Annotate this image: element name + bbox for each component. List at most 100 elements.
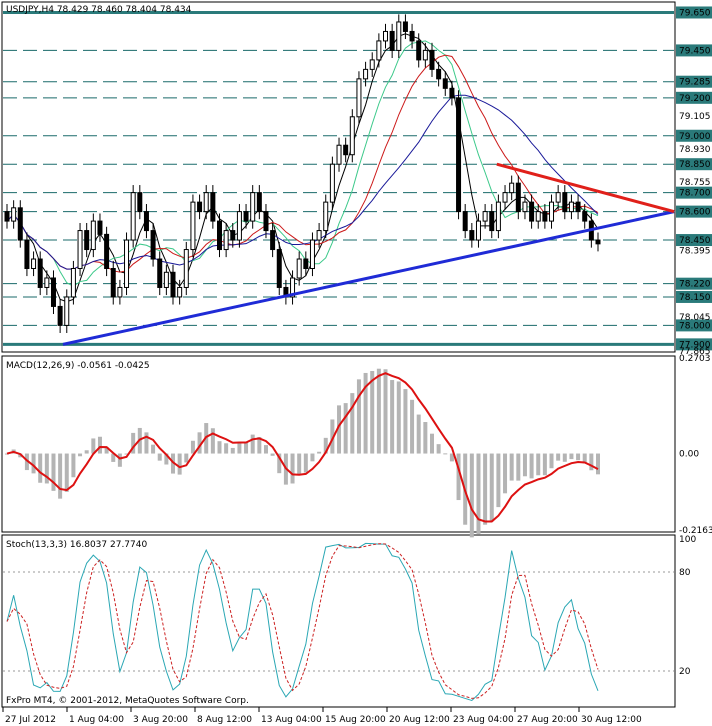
macd-histogram-bar	[164, 453, 169, 465]
price-tick-label: 78.600	[679, 208, 711, 218]
macd-histogram-bar	[376, 368, 381, 454]
candle-body	[363, 68, 369, 80]
candle-body	[416, 40, 422, 61]
macd-histogram-bar	[356, 379, 361, 454]
price-axis: 79.650 79.450 79.285 79.200 79.000 78.850 78.7…	[676, 6, 712, 357]
candle-body	[163, 271, 169, 288]
candle-body	[236, 211, 242, 241]
macd-histogram-bar	[91, 438, 96, 454]
price-tick-label: 77.900	[679, 340, 711, 350]
candle-body	[582, 211, 588, 222]
candle-body	[595, 239, 601, 245]
macd-tick-label: 0.2703	[679, 354, 711, 364]
macd-histogram-bar	[489, 453, 494, 522]
price-label-box	[676, 277, 712, 290]
candle-body	[535, 211, 541, 222]
macd-header: MACD(12,26,9) -0.0561 -0.0425	[6, 361, 150, 371]
macd-histogram-bar	[224, 443, 229, 454]
candle-body	[482, 211, 488, 222]
price-label-box	[676, 205, 712, 218]
candle-body	[177, 286, 183, 298]
candle-body	[243, 211, 249, 222]
candle-body	[575, 201, 581, 213]
macd-histogram-bar	[144, 432, 149, 454]
macd-histogram-bar	[582, 453, 587, 464]
time-tick-label: 13 Aug 04:00	[261, 715, 322, 725]
macd-histogram-bar	[297, 453, 302, 476]
macd-histogram-bar	[78, 453, 83, 457]
macd-histogram-bar	[184, 453, 189, 463]
time-tick-label: 23 Aug 04:00	[453, 715, 514, 725]
candle-body	[529, 201, 535, 222]
stoch-tick-label: 100	[679, 535, 696, 545]
stoch-tick-label: 20	[679, 667, 691, 677]
candle-body	[422, 49, 428, 61]
macd-histogram-bar	[423, 422, 428, 454]
candle-body	[396, 21, 402, 51]
macd-histogram-bar	[263, 445, 268, 454]
candle-body	[489, 211, 495, 232]
macd-histogram-bar	[363, 372, 368, 454]
candle-body	[469, 230, 475, 241]
macd-histogram-bar	[111, 453, 116, 462]
candle-body	[64, 296, 70, 326]
stochastic-indicator: 100 80 20	[3, 535, 696, 702]
trendline-resistance	[496, 162, 675, 214]
price-tick-label: 79.000	[679, 132, 711, 142]
macd-histogram-bar	[257, 437, 262, 454]
macd-histogram-bar	[330, 419, 335, 454]
macd-histogram-bar	[151, 444, 156, 454]
candle-body	[84, 230, 90, 251]
macd-histogram-bar	[516, 453, 521, 481]
candle-body	[329, 163, 335, 203]
macd-histogram-bar	[190, 440, 195, 454]
candle-body	[11, 207, 17, 222]
candle-body	[256, 192, 262, 213]
macd-histogram-bar	[562, 453, 567, 462]
candle-body	[190, 201, 196, 251]
macd-histogram-bar	[5, 453, 9, 455]
macd-histogram-bar	[97, 436, 102, 454]
price-tick-label: 78.000	[679, 321, 711, 331]
time-tick-label: 1 Aug 04:00	[69, 715, 124, 725]
macd-histogram-bar	[483, 453, 488, 525]
price-label-box	[676, 234, 712, 247]
price-minor-label: 77.865	[679, 347, 711, 357]
price-minor-label: 78.755	[679, 178, 711, 188]
price-label-box	[676, 75, 712, 88]
macd-histogram-bar	[596, 453, 600, 475]
price-tick-label: 79.200	[679, 94, 711, 104]
candle-body	[456, 97, 462, 213]
candle-body	[150, 230, 156, 260]
candle-body	[70, 268, 76, 298]
stoch-tick-label: 80	[679, 568, 691, 578]
macd-histogram-bar	[370, 370, 375, 454]
macd-histogram-bar	[197, 432, 202, 454]
trendlines[interactable]	[62, 162, 675, 346]
macd-histogram-bar	[171, 453, 176, 474]
candle-body	[170, 271, 176, 298]
price-tick-label: 79.285	[679, 78, 711, 88]
candle-body	[137, 192, 143, 213]
candle-body	[402, 21, 408, 32]
macd-histogram-bar	[436, 444, 441, 454]
macd-histogram-bar	[476, 453, 481, 534]
macd-histogram-bar	[38, 453, 43, 483]
stoch-main-line	[6, 542, 599, 702]
macd-histogram-bar	[217, 441, 222, 454]
candle-body	[37, 258, 43, 288]
candle-body	[270, 230, 276, 251]
stoch-signal-line	[6, 543, 599, 699]
price-tick-label: 78.220	[679, 280, 711, 290]
candle-body	[124, 239, 130, 288]
macd-histogram-bar	[396, 381, 401, 454]
candle-body	[90, 220, 96, 251]
candle-body	[383, 30, 389, 42]
macd-histogram-bar	[104, 447, 109, 454]
candle-body	[449, 87, 455, 99]
macd-histogram-bar	[131, 432, 136, 454]
price-minor-label: 79.105	[679, 112, 711, 122]
macd-histogram-bar	[549, 453, 554, 469]
candle-body	[376, 40, 382, 61]
